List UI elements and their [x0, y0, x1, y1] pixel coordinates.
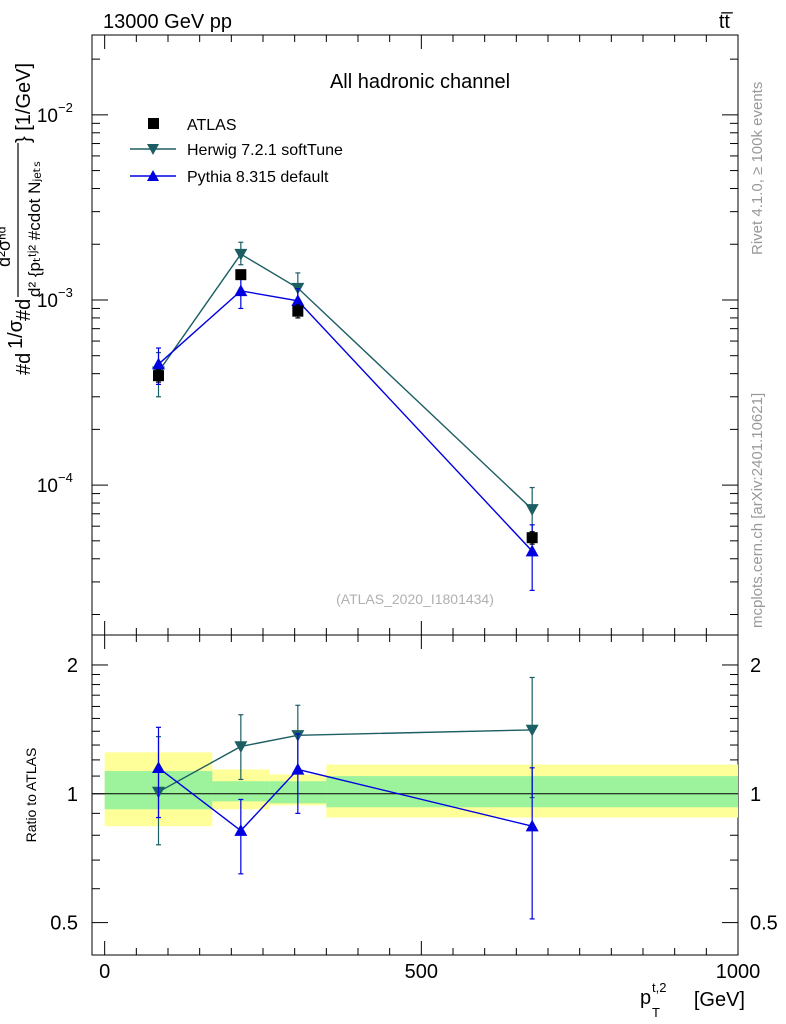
- herwig-ratio-point: [234, 741, 248, 753]
- main-series-group: [152, 241, 539, 591]
- legend-pythia-label: Pythia 8.315 default: [187, 169, 329, 186]
- x-tick-label: 1000: [716, 961, 761, 983]
- ratio-y-axis-label: Ratio to ATLAS: [23, 748, 39, 843]
- y-label-denominator: d² {pₜᵗʲ² #cdot Nⱼₑₜₛ: [25, 161, 44, 297]
- herwig-ratio-point: [525, 724, 539, 737]
- atlas-point: [235, 269, 247, 281]
- pythia-ratio-point: [234, 824, 248, 836]
- atlas-point: [292, 305, 304, 317]
- rivet-version-label: Rivet 4.1.0, ≥ 100k events: [749, 82, 766, 255]
- x-label-sub: T: [652, 1005, 660, 1020]
- x-tick-label: 500: [405, 961, 438, 983]
- x-label-units: [GeV]: [694, 989, 745, 1011]
- y-tick-label-base: 10: [37, 476, 58, 497]
- y-tick-label-exp: −2: [58, 100, 73, 115]
- pythia-ratio-point: [525, 819, 539, 832]
- y-tick-label-exp: −4: [58, 470, 73, 485]
- x-tick-label: 0: [99, 961, 110, 983]
- legend-herwig-marker: [147, 144, 159, 155]
- legend: ATLAS Herwig 7.2.1 softTune Pythia 8.315…: [130, 117, 343, 186]
- ratio-tick-label-right: 2: [750, 655, 761, 677]
- y-label-frac: 1/σ: [5, 319, 27, 349]
- legend-pythia-marker: [147, 170, 159, 181]
- pythia-point: [234, 284, 248, 297]
- pythia-ratio-point: [152, 761, 165, 774]
- ratio-series-group: [152, 676, 539, 920]
- energy-label: 13000 GeV pp: [103, 11, 232, 33]
- main-axis-ticks: 10−210−310−4: [37, 35, 739, 635]
- ratio-tick-label-right: 1: [750, 784, 761, 806]
- ratio-band-inner: [212, 781, 270, 802]
- y-label-d2: #d: [13, 299, 35, 321]
- ratio-tick-label-left: 0.5: [50, 913, 78, 935]
- pythia-ratio-point: [291, 762, 305, 775]
- main-y-axis-label: #d 1/σ #d d²σⁿᵈ d² {pₜᵗʲ² #cdot Nⱼₑₜₛ } …: [0, 63, 44, 375]
- pythia-line: [158, 290, 533, 552]
- y-label-d1: #d: [13, 353, 35, 375]
- ratio-axis-ticks: 0 500 1000 2 2 1 1 0.5 0.5: [50, 635, 778, 983]
- pythia-ratio-line: [158, 767, 533, 832]
- y-label-numerator: d²σⁿᵈ: [0, 226, 14, 267]
- pythia-point: [152, 357, 165, 370]
- legend-atlas-marker: [148, 118, 159, 129]
- analysis-id: (ATLAS_2020_I1801434): [336, 591, 494, 607]
- chart-title: All hadronic channel: [330, 71, 510, 93]
- atlas-point: [153, 370, 164, 382]
- y-tick-label-base: 10: [37, 106, 58, 127]
- y-label-units: } [1/GeV]: [13, 63, 35, 143]
- ratio-tick-label-left: 2: [67, 655, 78, 677]
- y-tick-label-base: 10: [37, 291, 58, 312]
- pythia-point: [291, 294, 305, 306]
- pythia-point: [525, 544, 539, 557]
- legend-herwig-label: Herwig 7.2.1 softTune: [187, 142, 343, 159]
- ratio-uncertainty-bands: [104, 752, 738, 827]
- atlas-point: [526, 532, 538, 544]
- herwig-point: [525, 504, 539, 516]
- ratio-tick-label-left: 1: [67, 784, 78, 806]
- x-label-p: p: [640, 987, 651, 1009]
- x-axis-label: p T t,2 [GeV]: [640, 980, 745, 1020]
- herwig-point: [234, 248, 248, 261]
- process-label: tt̅: [719, 11, 733, 33]
- y-tick-label-exp: −3: [58, 285, 73, 300]
- x-label-sup: t,2: [652, 980, 666, 995]
- ratio-tick-label-right: 0.5: [750, 913, 778, 935]
- source-label: mcplots.cern.ch [arXiv:2401.10621]: [749, 393, 766, 628]
- legend-atlas-label: ATLAS: [187, 117, 237, 134]
- herwig-line: [157, 253, 533, 510]
- herwig-ratio-line: [158, 729, 533, 793]
